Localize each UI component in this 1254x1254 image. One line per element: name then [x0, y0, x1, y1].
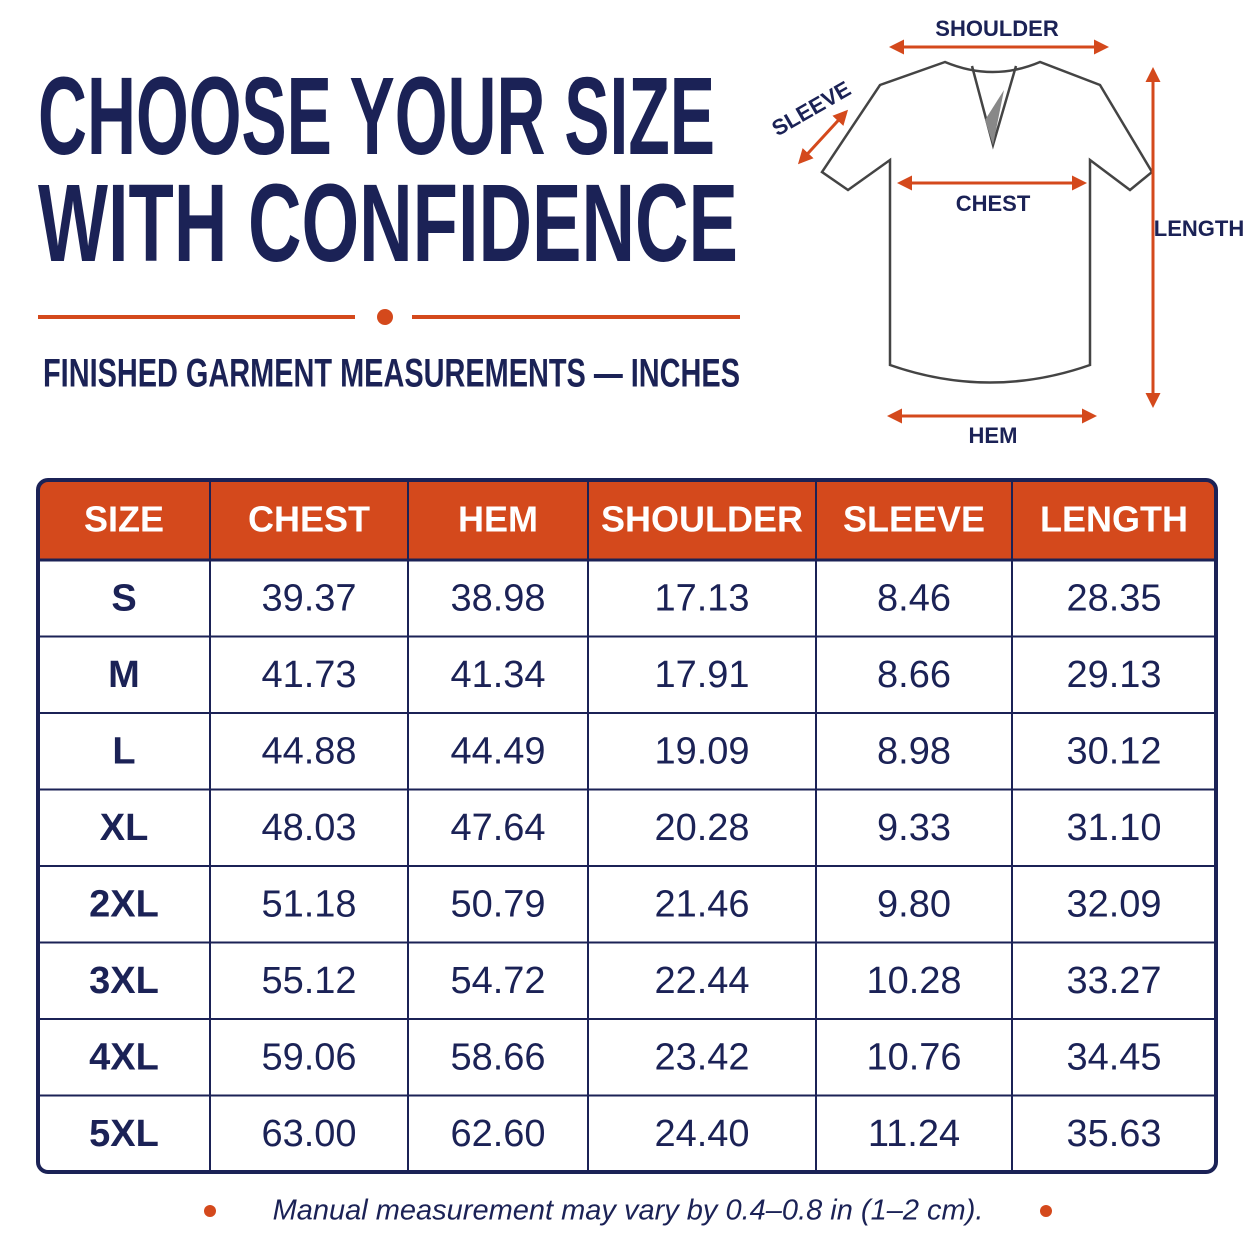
- column-header: SIZE: [84, 499, 164, 540]
- value-cell: 30.12: [1066, 730, 1161, 772]
- value-cell: 23.42: [654, 1036, 749, 1078]
- bullet: [1040, 1205, 1052, 1217]
- value-cell: 31.10: [1066, 807, 1161, 849]
- column-header: LENGTH: [1040, 499, 1188, 540]
- value-cell: 29.13: [1066, 654, 1161, 696]
- diagram-label: SLEEVE: [767, 76, 855, 141]
- subtitle: FINISHED GARMENT MEASUREMENTS — INCHES: [43, 352, 740, 396]
- size-cell: L: [112, 730, 135, 772]
- size-cell: 3XL: [89, 960, 159, 1002]
- diagram-label: LENGTH: [1154, 216, 1244, 241]
- value-cell: 20.28: [654, 807, 749, 849]
- value-cell: 8.66: [877, 654, 951, 696]
- size-cell: M: [108, 654, 140, 696]
- table-background: [38, 480, 1216, 1172]
- column-header: SLEEVE: [843, 499, 985, 540]
- value-cell: 34.45: [1066, 1036, 1161, 1078]
- diagram-label: SHOULDER: [935, 16, 1059, 41]
- bullet: [204, 1205, 216, 1217]
- size-table: SIZE CHEST HEM SHOULDER SLEEVE LENGTH S 39.37 38…: [36, 478, 1218, 1174]
- value-cell: 17.13: [654, 577, 749, 619]
- column-header: HEM: [458, 499, 538, 540]
- value-cell: 17.91: [654, 654, 749, 696]
- size-cell: S: [111, 577, 136, 619]
- value-cell: 55.12: [261, 960, 356, 1002]
- value-cell: 44.88: [261, 730, 356, 772]
- shirt-placket: [985, 90, 1004, 145]
- value-cell: 41.34: [450, 654, 545, 696]
- value-cell: 51.18: [261, 883, 356, 925]
- value-cell: 41.73: [261, 654, 356, 696]
- table-border: [36, 478, 1218, 1174]
- value-cell: 62.60: [450, 1113, 545, 1155]
- size-cell: 5XL: [89, 1113, 159, 1155]
- size-cell: 4XL: [89, 1036, 159, 1078]
- value-cell: 8.98: [877, 730, 951, 772]
- header-background: [38, 480, 1216, 560]
- value-cell: 28.35: [1066, 577, 1161, 619]
- value-cell: 59.06: [261, 1036, 356, 1078]
- value-cell: 9.80: [877, 883, 951, 925]
- value-cell: 50.79: [450, 883, 545, 925]
- value-cell: 35.63: [1066, 1113, 1161, 1155]
- title-line: CHOOSE YOUR SIZE: [38, 55, 715, 178]
- footnote: Manual measurement may vary by 0.4–0.8 i…: [273, 1195, 984, 1227]
- diagram-label: CHEST: [956, 191, 1031, 216]
- size-cell: XL: [100, 807, 149, 849]
- shirt-diagram: SHOULDER SLEEVE CHEST LENGTH HEM: [767, 16, 1244, 448]
- arrow: [797, 109, 849, 165]
- column-header: SHOULDER: [601, 499, 803, 540]
- value-cell: 8.46: [877, 577, 951, 619]
- value-cell: 48.03: [261, 807, 356, 849]
- value-cell: 54.72: [450, 960, 545, 1002]
- shirt-outline: [820, 60, 1154, 384]
- value-cell: 9.33: [877, 807, 951, 849]
- value-cell: 22.44: [654, 960, 749, 1002]
- value-cell: 44.49: [450, 730, 545, 772]
- size-cell: 2XL: [89, 883, 159, 925]
- value-cell: 11.24: [868, 1113, 960, 1155]
- value-cell: 10.76: [866, 1036, 961, 1078]
- value-cell: 47.64: [450, 807, 545, 849]
- divider-dot: [377, 309, 393, 325]
- value-cell: 24.40: [654, 1113, 749, 1155]
- diagram-label: HEM: [969, 423, 1018, 448]
- value-cell: 33.27: [1066, 960, 1161, 1002]
- value-cell: 38.98: [450, 577, 545, 619]
- value-cell: 19.09: [654, 730, 749, 772]
- value-cell: 63.00: [261, 1113, 356, 1155]
- value-cell: 10.28: [866, 960, 961, 1002]
- value-cell: 21.46: [654, 883, 749, 925]
- title-line: WITH CONFIDENCE: [38, 162, 738, 285]
- value-cell: 32.09: [1066, 883, 1161, 925]
- column-header: CHEST: [248, 499, 370, 540]
- value-cell: 39.37: [261, 577, 356, 619]
- value-cell: 58.66: [450, 1036, 545, 1078]
